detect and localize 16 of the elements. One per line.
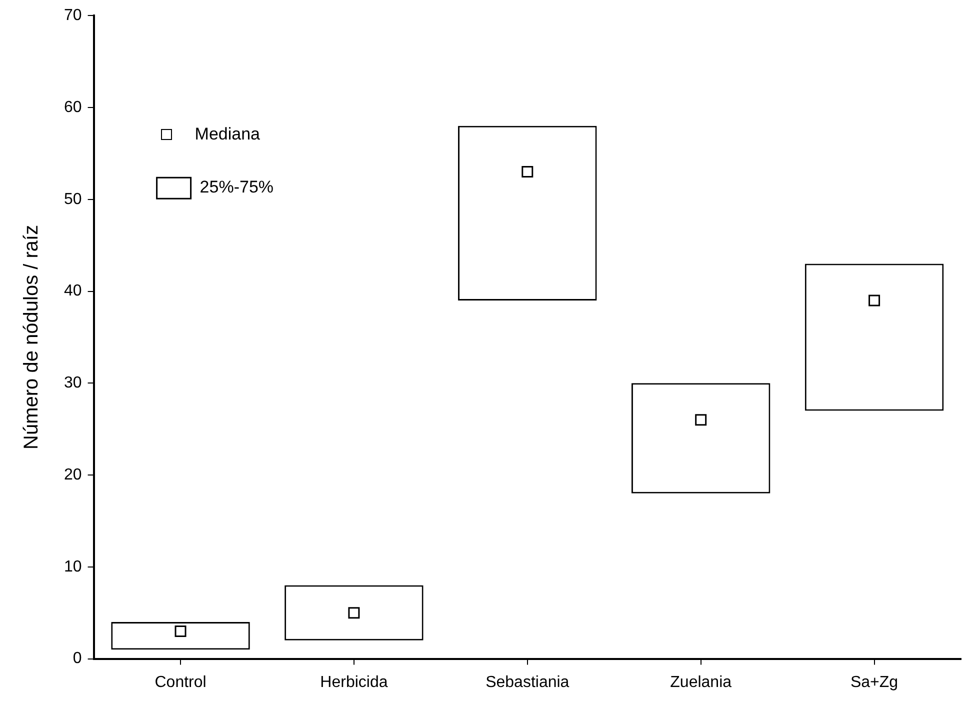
y-tick-label: 40 xyxy=(64,282,82,300)
y-tick-label: 10 xyxy=(64,558,82,576)
x-tick-label: Control xyxy=(154,674,206,691)
y-tick-label: 50 xyxy=(64,190,82,208)
x-tick-label: Herbicida xyxy=(320,674,388,691)
y-tick-label: 0 xyxy=(72,650,82,668)
y-tick-label: 60 xyxy=(64,98,82,116)
y-tick-label: 20 xyxy=(64,466,82,484)
y-tick-label: 70 xyxy=(64,7,82,24)
y-axis-title: Número de nódulos / raíz xyxy=(20,224,43,450)
x-tick-label: Sa+Zg xyxy=(850,674,898,691)
annotation: Mediana xyxy=(194,124,261,144)
x-tick-label: Zuelania xyxy=(670,674,732,691)
x-tick-label: Sebastiania xyxy=(486,674,570,691)
y-tick-label: 30 xyxy=(64,374,82,392)
legend-label: 25%-75% xyxy=(200,177,274,196)
